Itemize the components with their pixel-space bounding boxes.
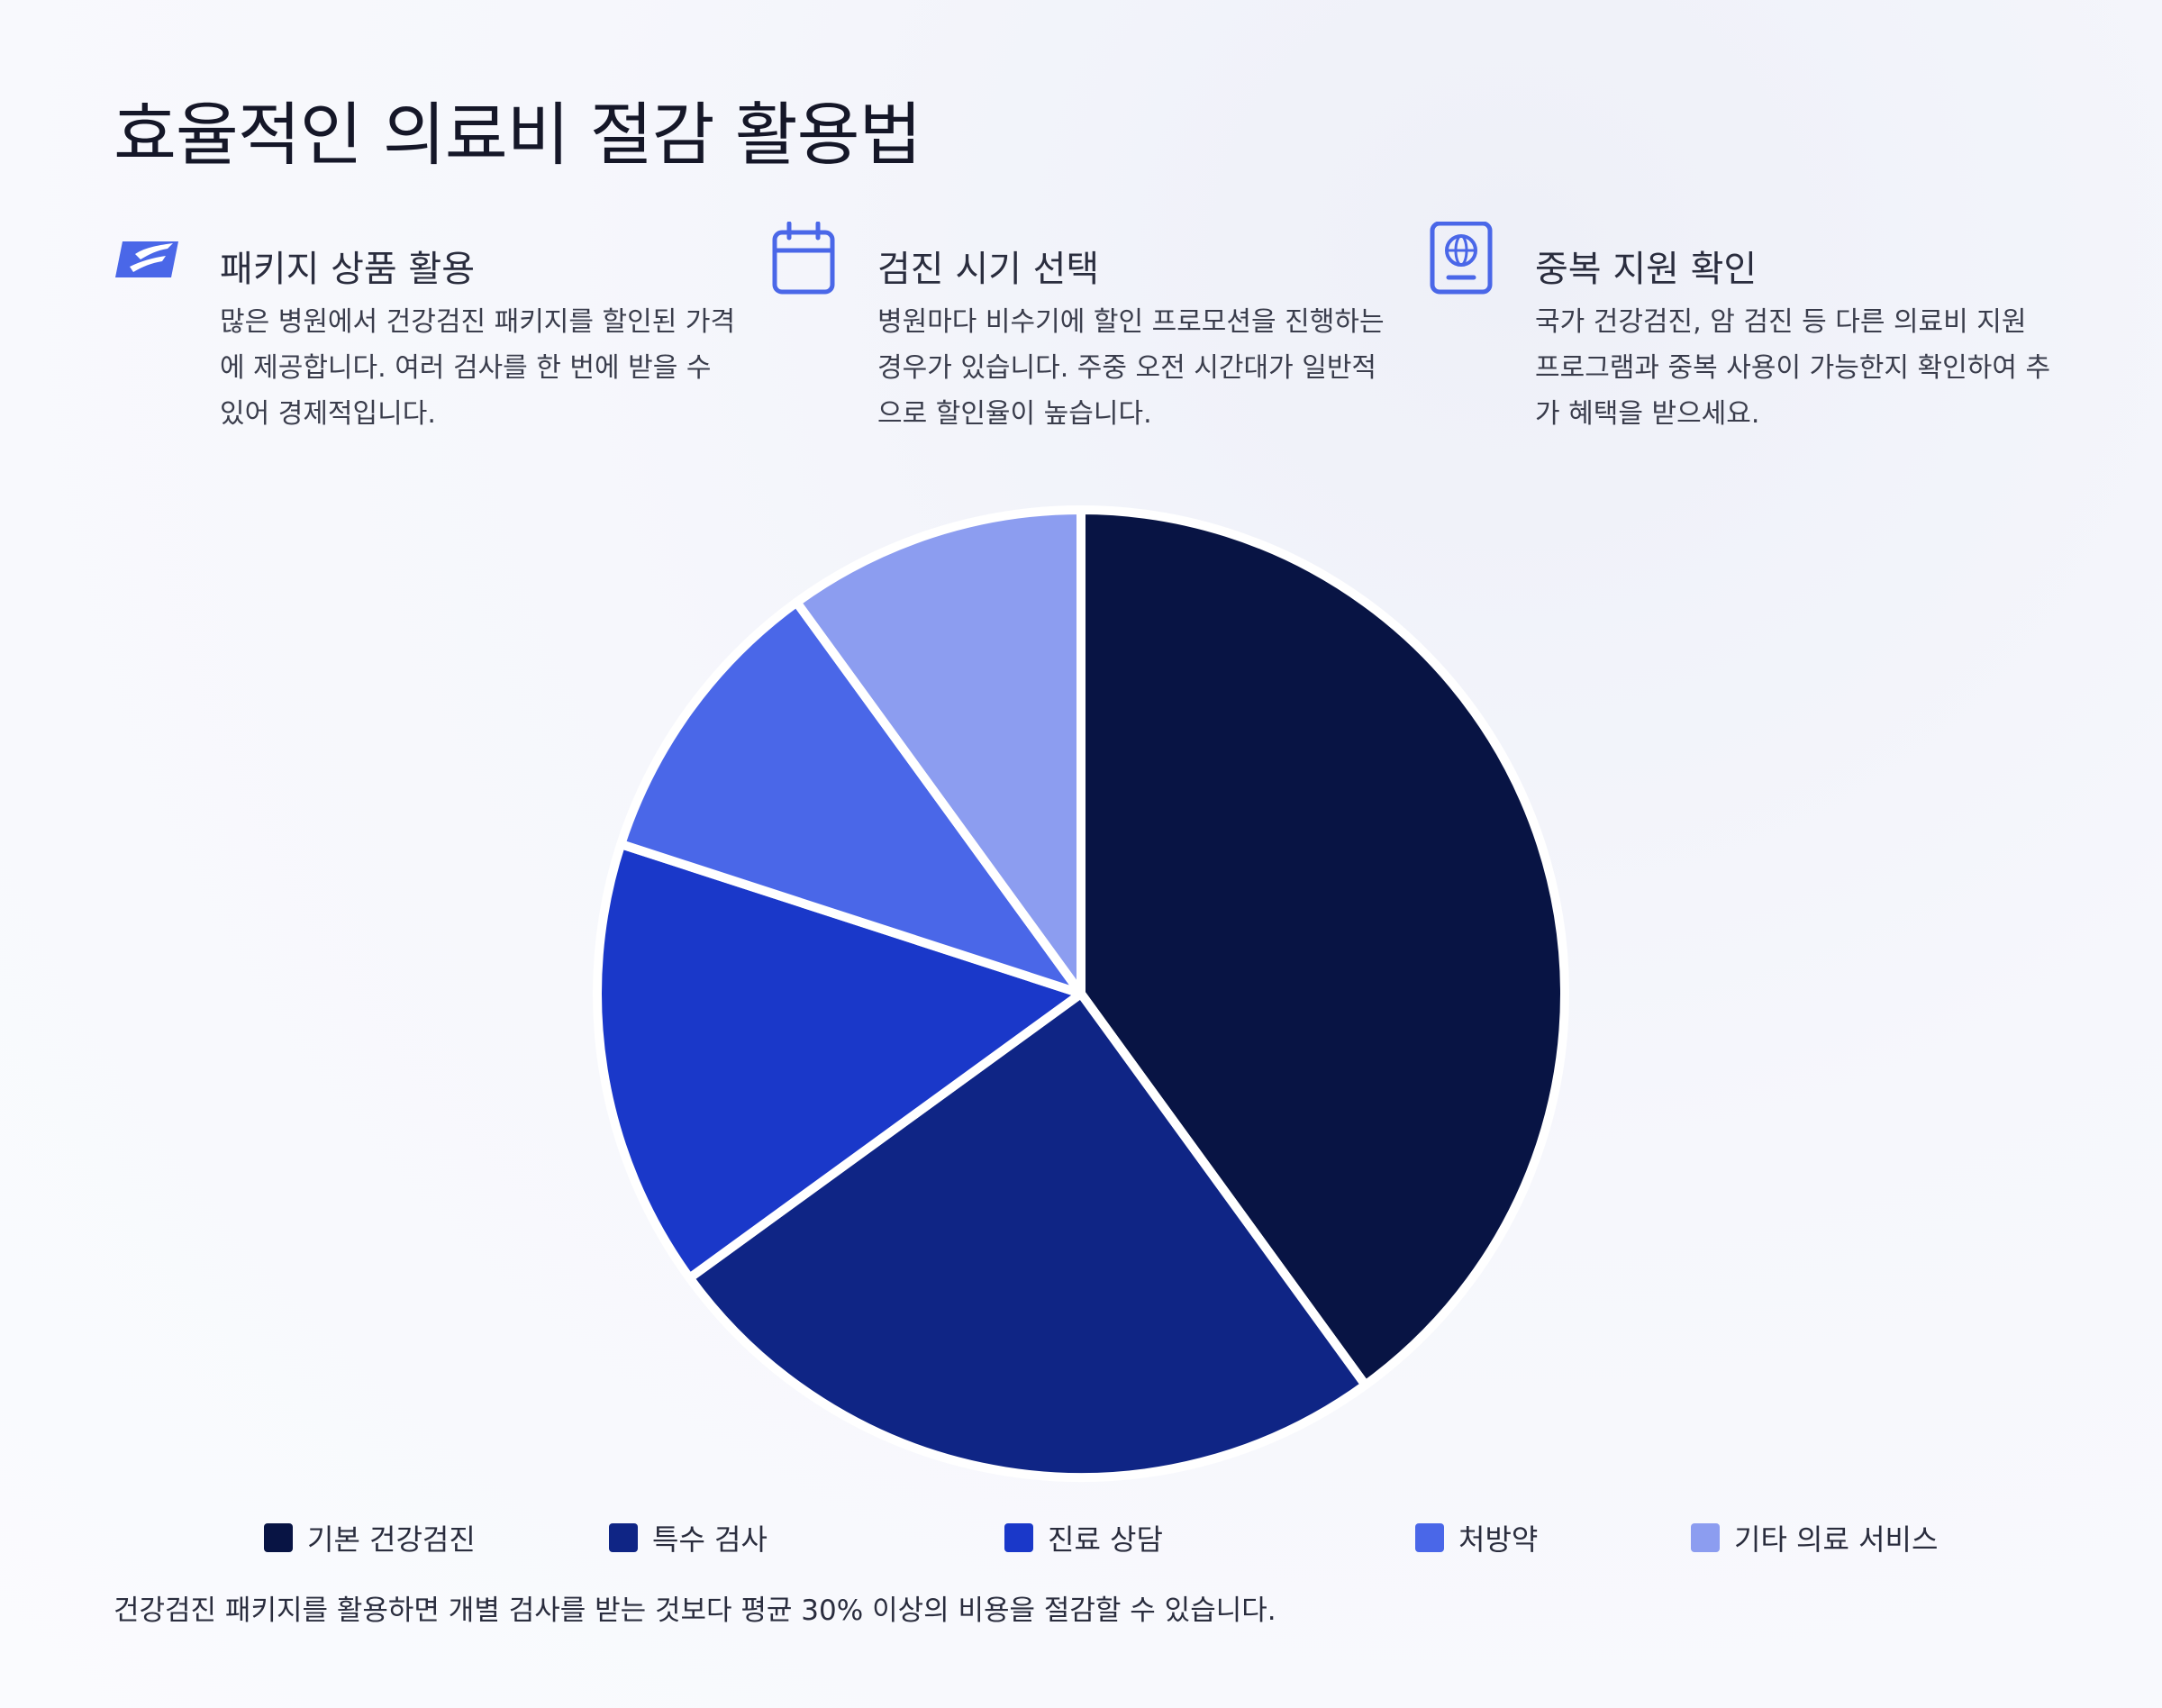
tip-description: 국가 건강검진, 암 검진 등 다른 의료비 지원 프로그램과 중복 사용이 가… (1535, 306, 2051, 430)
usps-eagle-icon (114, 222, 178, 295)
legend-label: 진료 상담 (1048, 1522, 1163, 1557)
legend-item: 특수 검사 (609, 1520, 768, 1557)
pie-slice-5 (792, 505, 1086, 998)
legend-item: 진료 상담 (1004, 1520, 1163, 1557)
legend-label: 특수 검사 (652, 1522, 768, 1557)
legend-item: 기타 의료 서비스 (1691, 1520, 1939, 1557)
legend-swatch (264, 1523, 293, 1552)
pie-slice-2 (685, 989, 1370, 1482)
tip-description: 병원마다 비수기에 할인 프로모션을 진행하는 경우가 있습니다. 주중 오전 … (877, 306, 1385, 430)
tip-title: 중복 지원 확인 (1535, 249, 1758, 290)
legend-label: 기타 의료 서비스 (1734, 1522, 1939, 1557)
legend-swatch (1691, 1523, 1720, 1552)
legend-item: 기본 건강검진 (264, 1520, 476, 1557)
page-title: 효율적인 의료비 절감 활용법 (114, 95, 922, 175)
legend-swatch (1415, 1523, 1444, 1552)
legend-label: 기본 건강검진 (307, 1522, 476, 1557)
legend-item: 처방약 (1415, 1520, 1539, 1557)
legend-label: 처방약 (1458, 1522, 1539, 1557)
pie-slice-4 (616, 597, 1086, 998)
footnote: 건강검진 패키지를 활용하면 개별 검사를 받는 것보다 평균 30% 이상의 … (114, 1594, 1276, 1627)
passport-icon (1429, 221, 1494, 295)
calendar-icon (771, 221, 836, 295)
legend-swatch (1004, 1523, 1033, 1552)
pie-chart (593, 505, 1569, 1482)
pie-slice-1 (1076, 505, 1569, 1390)
legend-swatch (609, 1523, 638, 1552)
tip-title: 검진 시기 선택 (877, 249, 1100, 290)
tip-title: 패키지 상품 활용 (220, 249, 476, 290)
pie-slice-3 (593, 840, 1086, 1283)
tip-description: 많은 병원에서 건강검진 패키지를 할인된 가격에 제공합니다. 여러 검사를 … (220, 306, 736, 430)
